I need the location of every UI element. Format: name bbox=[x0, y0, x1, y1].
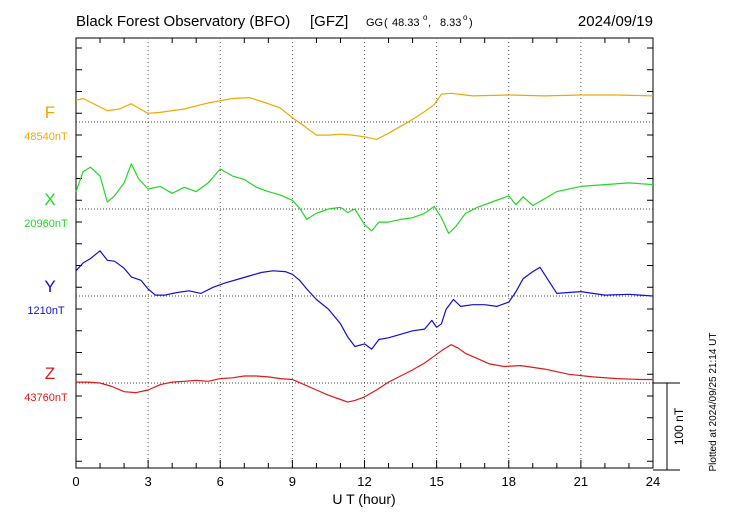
series-name-x: X bbox=[44, 190, 55, 209]
series-name-z: Z bbox=[45, 364, 55, 383]
coord-open-paren: ( bbox=[384, 17, 388, 29]
series-baseline-label-y: 1210nT bbox=[27, 305, 65, 317]
series-name-y: Y bbox=[44, 277, 55, 296]
coord-comma: , bbox=[428, 17, 431, 29]
x-tick-label: 3 bbox=[145, 474, 152, 489]
x-tick-label: 24 bbox=[646, 474, 660, 489]
coord-longitude: 8.33 bbox=[440, 17, 461, 29]
x-tick-label: 18 bbox=[502, 474, 516, 489]
plotted-at-note: Plotted at 2024/09/25 21:14 UT bbox=[708, 333, 719, 472]
chart-date: 2024/09/19 bbox=[578, 13, 653, 30]
x-tick-label: 12 bbox=[357, 474, 371, 489]
x-tick-label: 9 bbox=[289, 474, 296, 489]
coord-lon-degree: o bbox=[463, 13, 468, 22]
x-tick-label: 0 bbox=[72, 474, 79, 489]
x-tick-label: 21 bbox=[574, 474, 588, 489]
series-line-f bbox=[75, 92, 654, 140]
coord-system: GG bbox=[366, 17, 383, 29]
chart-title: Black Forest Observatory (BFO) bbox=[76, 13, 290, 30]
series-line-z bbox=[76, 344, 653, 403]
x-tick-label: 15 bbox=[429, 474, 443, 489]
coord-close-paren: ) bbox=[469, 17, 473, 29]
series-baseline-label-z: 43760nT bbox=[24, 392, 68, 404]
x-axis-label: U T (hour) bbox=[332, 491, 395, 507]
series-line-x bbox=[75, 163, 654, 234]
series-name-f: F bbox=[45, 103, 55, 122]
series-baseline-label-x: 20960nT bbox=[24, 218, 68, 230]
x-tick-label: 6 bbox=[217, 474, 224, 489]
coord-lat-degree: o bbox=[423, 13, 428, 22]
scale-bar-label: 100 nT bbox=[672, 407, 686, 445]
data-source: [GFZ] bbox=[310, 13, 348, 30]
series-line-y bbox=[75, 250, 654, 350]
series-baseline-label-f: 48540nT bbox=[24, 131, 68, 143]
coord-latitude: 48.33 bbox=[392, 17, 420, 29]
